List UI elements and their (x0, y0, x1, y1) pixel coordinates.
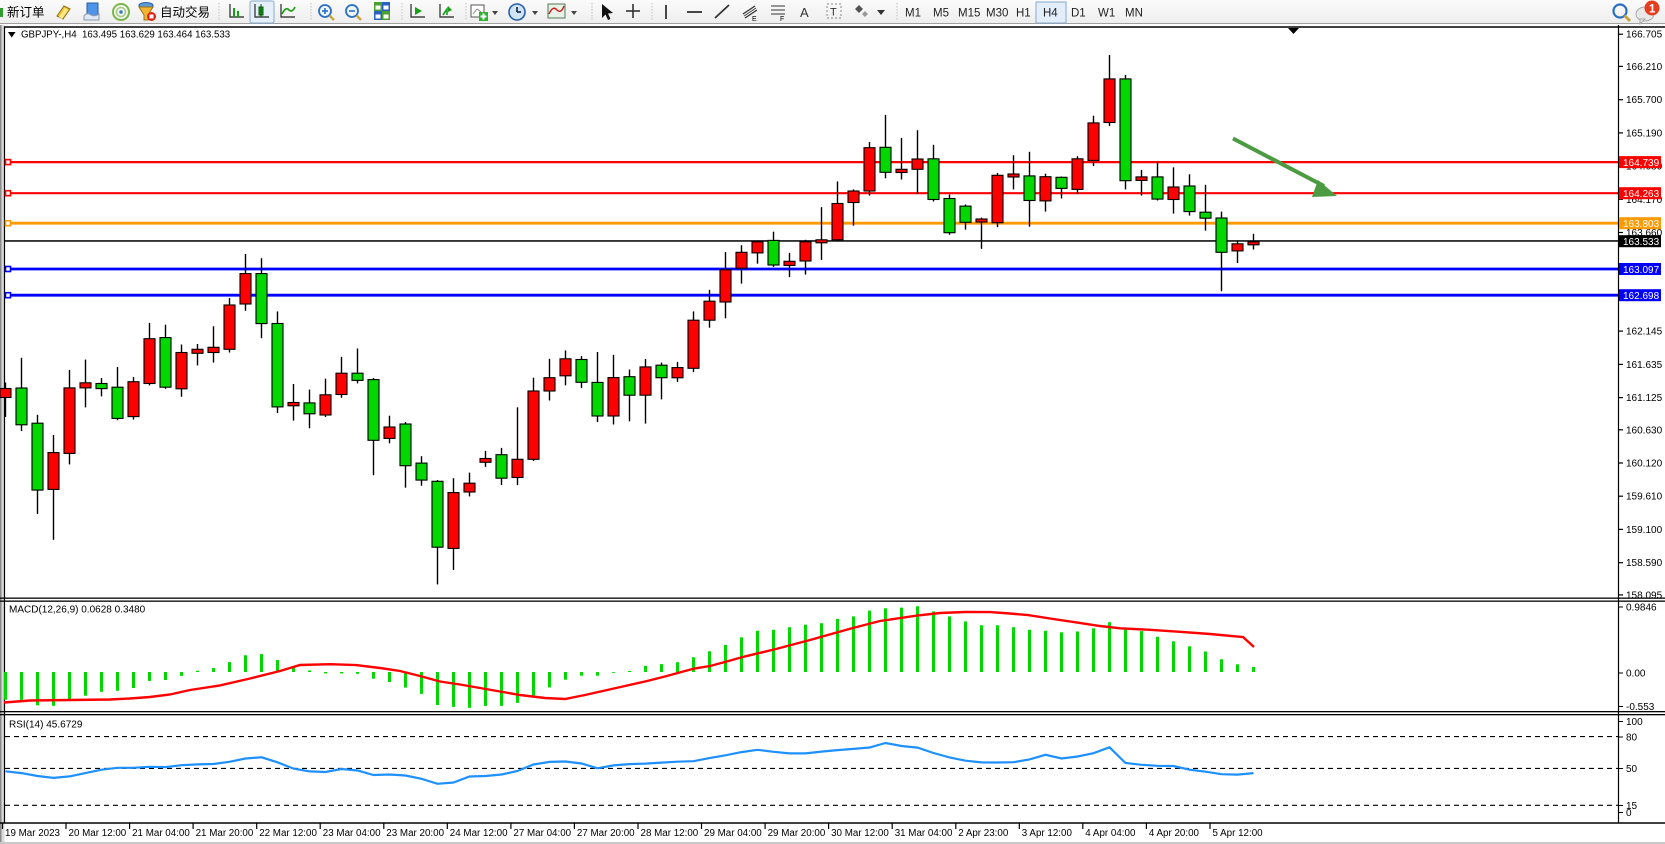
svg-text:163.533: 163.533 (1623, 237, 1660, 248)
svg-text:27 Mar 04:00: 27 Mar 04:00 (513, 828, 571, 839)
svg-text:D1: D1 (1071, 8, 1086, 20)
svg-text:23 Mar 04:00: 23 Mar 04:00 (323, 828, 381, 839)
svg-text:T: T (830, 7, 837, 19)
svg-text:163.097: 163.097 (1623, 265, 1660, 276)
svg-text:1: 1 (1649, 4, 1656, 16)
svg-text:165.700: 165.700 (1626, 95, 1663, 106)
svg-text:23 Mar 20:00: 23 Mar 20:00 (386, 828, 444, 839)
svg-text:160.120: 160.120 (1626, 459, 1663, 470)
svg-text:80: 80 (1626, 733, 1638, 744)
svg-text:M1: M1 (905, 8, 921, 20)
svg-text:3 Apr 12:00: 3 Apr 12:00 (1022, 828, 1073, 839)
svg-text:29 Mar 04:00: 29 Mar 04:00 (704, 828, 762, 839)
svg-text:159.610: 159.610 (1626, 492, 1663, 503)
svg-text:0.00: 0.00 (1626, 669, 1646, 680)
svg-text:F: F (780, 16, 784, 23)
svg-text:M30: M30 (986, 8, 1008, 20)
svg-text:A: A (800, 5, 809, 20)
svg-text:4 Apr 20:00: 4 Apr 20:00 (1149, 828, 1200, 839)
svg-text:20 Mar 12:00: 20 Mar 12:00 (69, 828, 127, 839)
svg-text:161.635: 161.635 (1626, 360, 1663, 371)
svg-text:158.590: 158.590 (1626, 558, 1663, 569)
svg-text:164.170: 164.170 (1626, 195, 1663, 206)
svg-text:新订单: 新订单 (7, 5, 45, 20)
svg-text:4 Apr 04:00: 4 Apr 04:00 (1085, 828, 1136, 839)
svg-text:24 Mar 12:00: 24 Mar 12:00 (450, 828, 508, 839)
svg-text:165.190: 165.190 (1626, 128, 1663, 139)
svg-text:-0.553: -0.553 (1626, 702, 1655, 713)
svg-text:162.145: 162.145 (1626, 327, 1663, 338)
svg-text:159.100: 159.100 (1626, 525, 1663, 536)
svg-text:0: 0 (1626, 808, 1632, 819)
svg-text:E: E (752, 16, 757, 23)
svg-text:162.698: 162.698 (1623, 291, 1660, 302)
svg-text:H1: H1 (1016, 8, 1031, 20)
svg-text:H4: H4 (1043, 8, 1058, 20)
svg-text:5 Apr 12:00: 5 Apr 12:00 (1213, 828, 1264, 839)
svg-text:30 Mar 12:00: 30 Mar 12:00 (831, 828, 889, 839)
svg-text:29 Mar 20:00: 29 Mar 20:00 (768, 828, 826, 839)
svg-text:164.739: 164.739 (1623, 158, 1660, 169)
svg-text:31 Mar 04:00: 31 Mar 04:00 (895, 828, 953, 839)
svg-text:161.125: 161.125 (1626, 393, 1663, 404)
svg-text:158.095: 158.095 (1626, 590, 1663, 601)
svg-text:M15: M15 (958, 8, 980, 20)
svg-text:GBPJPY-,H4 163.495 163.629 16: GBPJPY-,H4 163.495 163.629 163.464 163.5… (21, 29, 230, 40)
svg-text:100: 100 (1626, 717, 1643, 728)
svg-text:自动交易: 自动交易 (160, 5, 210, 20)
svg-text:163.660: 163.660 (1626, 228, 1663, 239)
svg-text:21 Mar 20:00: 21 Mar 20:00 (196, 828, 254, 839)
svg-text:19 Mar 2023: 19 Mar 2023 (5, 828, 61, 839)
svg-text:W1: W1 (1098, 8, 1115, 20)
svg-text:50: 50 (1626, 764, 1638, 775)
svg-text:21 Mar 04:00: 21 Mar 04:00 (132, 828, 190, 839)
svg-text:2 Apr 23:00: 2 Apr 23:00 (958, 828, 1009, 839)
svg-text:27 Mar 20:00: 27 Mar 20:00 (577, 828, 635, 839)
svg-text:MN: MN (1125, 8, 1143, 20)
svg-text:RSI(14) 45.6729: RSI(14) 45.6729 (9, 720, 83, 731)
svg-text:22 Mar 12:00: 22 Mar 12:00 (259, 828, 317, 839)
svg-text:164.263: 164.263 (1623, 189, 1660, 200)
svg-text:28 Mar 12:00: 28 Mar 12:00 (641, 828, 699, 839)
svg-text:163.803: 163.803 (1623, 219, 1660, 230)
svg-text:166.705: 166.705 (1626, 30, 1663, 41)
svg-text:15: 15 (1626, 801, 1638, 812)
svg-text:0.9846: 0.9846 (1626, 603, 1657, 614)
svg-text:160.630: 160.630 (1626, 425, 1663, 436)
svg-text:166.210: 166.210 (1626, 62, 1663, 73)
svg-text:M5: M5 (933, 8, 949, 20)
svg-text:MACD(12,26,9) 0.0628 0.3480: MACD(12,26,9) 0.0628 0.3480 (9, 605, 146, 616)
